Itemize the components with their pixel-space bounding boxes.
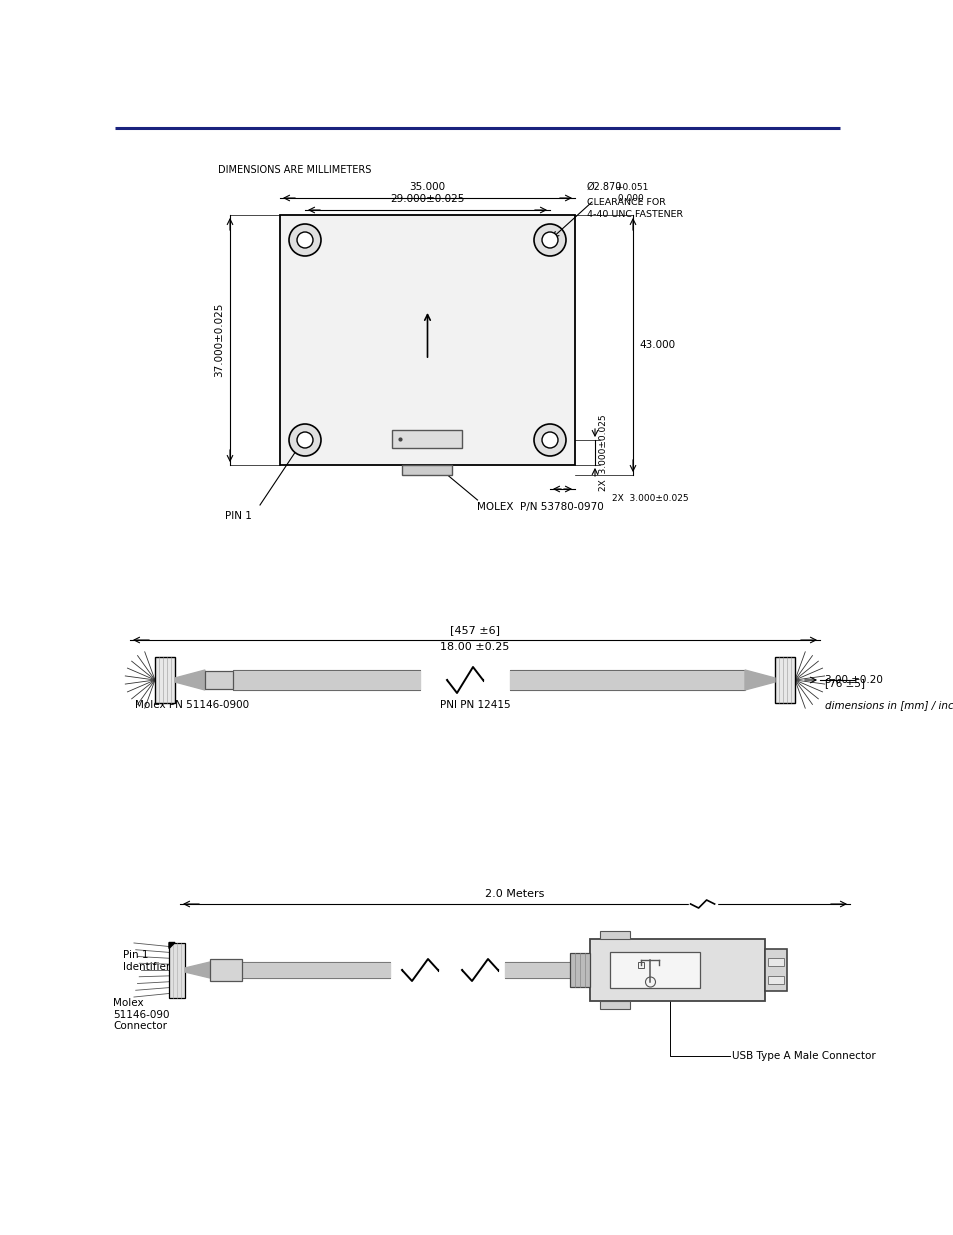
Polygon shape: [233, 671, 419, 690]
Text: 43.000: 43.000: [639, 340, 675, 350]
Polygon shape: [397, 958, 441, 982]
Bar: [767, 976, 783, 984]
Polygon shape: [744, 671, 774, 690]
Bar: [599, 931, 629, 939]
Text: Pin 1
Identifier: Pin 1 Identifier: [123, 950, 170, 972]
Text: 4-40 UNC FASTENER: 4-40 UNC FASTENER: [586, 210, 682, 219]
Bar: [774, 657, 794, 703]
Bar: [638, 962, 644, 968]
Polygon shape: [688, 899, 716, 909]
Circle shape: [541, 232, 558, 248]
Text: PIN 1: PIN 1: [225, 511, 252, 521]
Bar: [609, 952, 700, 988]
Polygon shape: [185, 962, 210, 978]
Text: 18.00 ±0.25: 18.00 ±0.25: [440, 642, 509, 652]
Bar: [169, 942, 185, 998]
Text: 37.000±0.025: 37.000±0.025: [213, 303, 224, 377]
Bar: [280, 215, 575, 466]
Bar: [599, 1002, 629, 1009]
FancyBboxPatch shape: [589, 939, 764, 1002]
Text: 2X  3.000±0.025: 2X 3.000±0.025: [598, 414, 607, 490]
Text: MOLEX  P/N 53780-0970: MOLEX P/N 53780-0970: [477, 501, 603, 513]
Text: [76 ±5]: [76 ±5]: [824, 678, 864, 688]
Text: DIMENSIONS ARE MILLIMETERS: DIMENSIONS ARE MILLIMETERS: [218, 165, 371, 175]
Circle shape: [534, 424, 565, 456]
Bar: [569, 953, 589, 987]
Text: +0.051: +0.051: [615, 183, 648, 191]
Polygon shape: [174, 671, 205, 690]
Polygon shape: [242, 962, 390, 978]
Circle shape: [289, 424, 320, 456]
Text: [457 ±6]: [457 ±6]: [450, 625, 499, 635]
Text: dimensions in [mm] / inches: dimensions in [mm] / inches: [824, 700, 953, 710]
Text: PNI PN 12415: PNI PN 12415: [439, 700, 510, 710]
Text: 3.00 ±0.20: 3.00 ±0.20: [824, 676, 882, 685]
Text: 2X  3.000±0.025: 2X 3.000±0.025: [612, 494, 688, 503]
Circle shape: [296, 432, 313, 448]
Bar: [210, 960, 242, 981]
Bar: [764, 948, 786, 990]
Bar: [392, 430, 462, 448]
Text: 29.000±0.025: 29.000±0.025: [390, 194, 464, 204]
Circle shape: [541, 432, 558, 448]
Text: Ø2.870: Ø2.870: [586, 182, 621, 191]
Text: CLEARANCE FOR: CLEARANCE FOR: [586, 198, 665, 207]
Circle shape: [289, 224, 320, 256]
Polygon shape: [457, 958, 501, 982]
Polygon shape: [169, 942, 174, 948]
Bar: [402, 466, 452, 475]
Bar: [767, 958, 783, 966]
Text: 0.000: 0.000: [615, 194, 643, 203]
Bar: [205, 671, 233, 689]
Circle shape: [534, 224, 565, 256]
Circle shape: [296, 232, 313, 248]
Polygon shape: [510, 671, 744, 690]
Text: 35.000: 35.000: [409, 182, 445, 191]
Text: USB Type A Male Connector: USB Type A Male Connector: [731, 1051, 875, 1061]
Text: 2.0 Meters: 2.0 Meters: [485, 889, 544, 899]
Polygon shape: [442, 666, 486, 694]
Text: Molex
51146-090
Connector: Molex 51146-090 Connector: [113, 998, 170, 1031]
Text: Molex PN 51146-0900: Molex PN 51146-0900: [135, 700, 249, 710]
Polygon shape: [504, 962, 569, 978]
Bar: [154, 657, 174, 703]
